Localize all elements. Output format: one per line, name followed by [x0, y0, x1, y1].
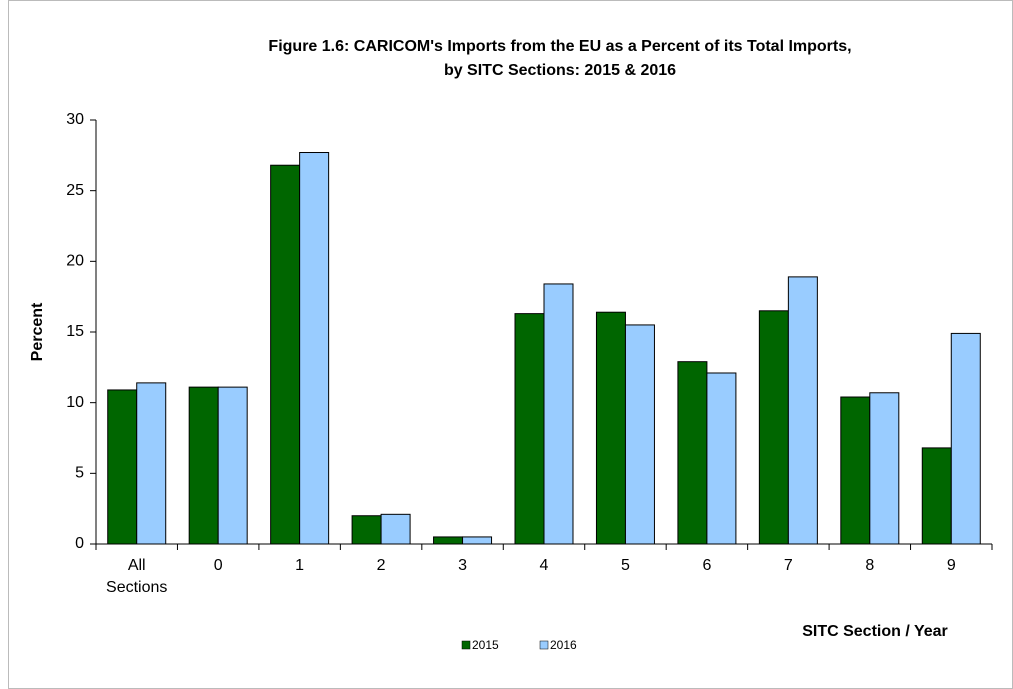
bar [595, 311, 626, 545]
bar [514, 313, 545, 545]
bar [462, 536, 493, 545]
y-tick-label: 30 [66, 111, 84, 128]
y-axis-title: Percent [29, 302, 46, 361]
x-tick-label: 8 [865, 557, 874, 574]
x-tick-label: 4 [540, 557, 549, 574]
bar [950, 332, 981, 545]
y-tick-label: 20 [66, 253, 84, 270]
legend-swatch [539, 640, 549, 650]
x-tick-label: 0 [214, 557, 223, 574]
bar [299, 152, 330, 545]
bar [270, 164, 301, 545]
y-tick-label: 5 [75, 465, 84, 482]
legend-label: 2016 [550, 638, 577, 652]
bar [433, 536, 464, 545]
x-tick-label: 3 [458, 557, 467, 574]
x-axis-title: SITC Section / Year [802, 623, 948, 640]
legend-swatch [461, 640, 471, 650]
bar [677, 361, 708, 545]
chart-title: Figure 1.6: CARICOM's Imports from the E… [268, 38, 851, 55]
bar [624, 324, 655, 545]
bar [543, 283, 574, 545]
bar [107, 389, 138, 545]
bar [217, 386, 248, 545]
bar [921, 447, 952, 545]
bar [706, 372, 737, 545]
x-tick-label: All Sections [106, 557, 167, 596]
y-tick-label: 0 [75, 535, 84, 552]
chart-frame [8, 0, 1013, 689]
y-tick-label: 15 [66, 323, 84, 340]
legend-label: 2015 [472, 638, 499, 652]
bar [758, 310, 789, 545]
x-tick-label: 7 [784, 557, 793, 574]
x-tick-label: 2 [377, 557, 386, 574]
bar [869, 392, 900, 545]
bar [136, 382, 167, 545]
bar [188, 386, 219, 545]
x-tick-label: 6 [702, 557, 711, 574]
x-tick-label: 9 [947, 557, 956, 574]
y-tick-label: 25 [66, 182, 84, 199]
x-tick-label: 5 [621, 557, 630, 574]
chart-title: by SITC Sections: 2015 & 2016 [444, 62, 676, 79]
y-tick-label: 10 [66, 394, 84, 411]
bar [787, 276, 818, 545]
bar [351, 515, 382, 545]
x-tick-label: 1 [295, 557, 304, 574]
bar [380, 513, 411, 545]
bar [840, 396, 871, 545]
